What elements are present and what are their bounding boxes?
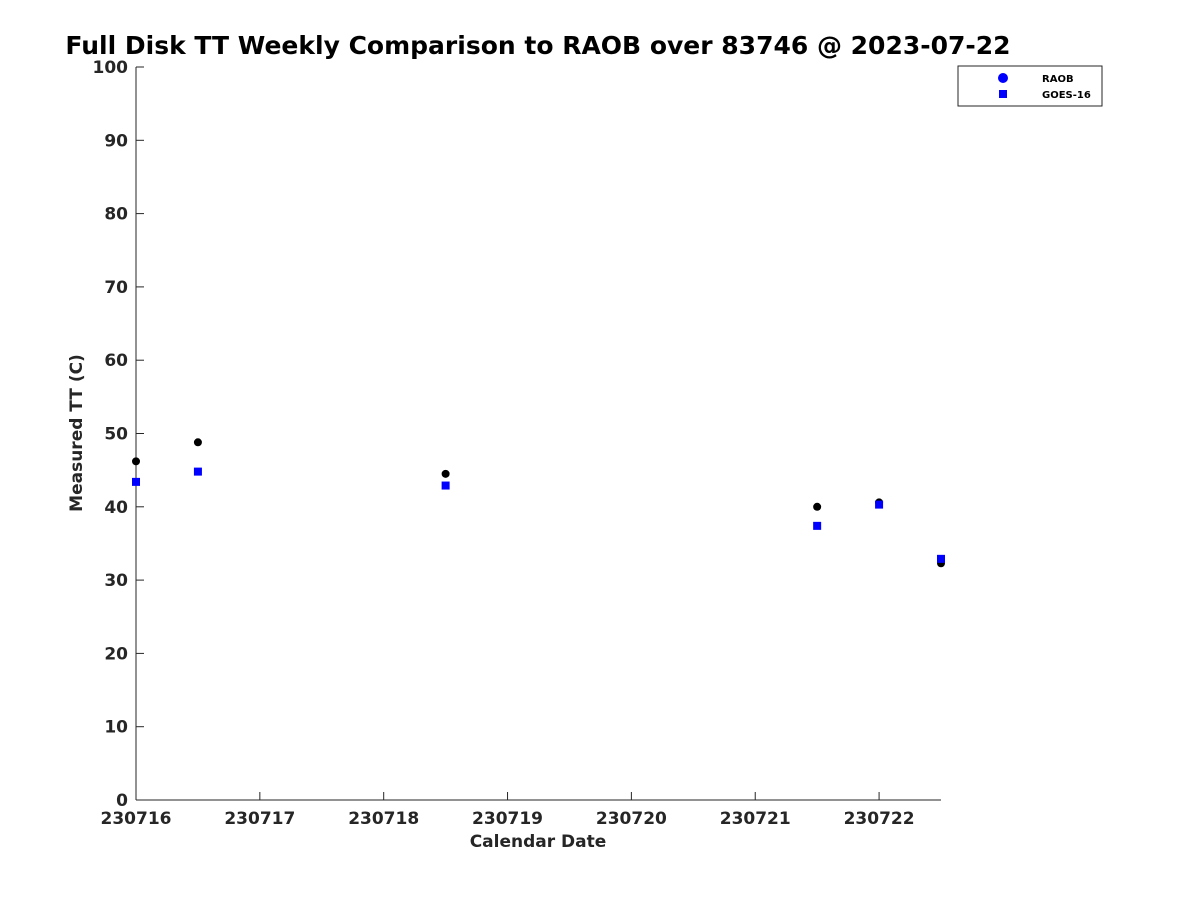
y-tick-label: 80 xyxy=(104,205,128,225)
raob-point xyxy=(193,438,202,447)
legend-marker-goes xyxy=(999,90,1007,98)
raob-point xyxy=(441,469,450,478)
y-tick-label: 70 xyxy=(104,278,128,298)
raob-point xyxy=(813,502,822,511)
goes-point xyxy=(875,500,884,509)
y-tick-label: 60 xyxy=(104,351,128,371)
goes-point xyxy=(937,554,945,563)
x-tick-label: 230720 xyxy=(596,809,667,829)
legend-marker-raob xyxy=(998,73,1008,83)
y-tick-label: 0 xyxy=(116,791,128,811)
y-tick-label: 10 xyxy=(104,718,128,738)
legend-label: GOES-16 xyxy=(1042,90,1091,101)
legend-label: RAOB xyxy=(1042,74,1074,85)
legend-box xyxy=(957,65,1103,107)
data-points xyxy=(132,438,945,568)
x-tick-label: 230721 xyxy=(720,809,791,829)
raob-point xyxy=(132,457,140,466)
goes-point xyxy=(193,467,202,476)
y-tick-label: 50 xyxy=(104,425,128,445)
chart-title: Full Disk TT Weekly Comparison to RAOB o… xyxy=(65,31,1010,60)
series-raob xyxy=(132,438,945,568)
goes-point xyxy=(441,481,450,490)
x-tick-label: 230719 xyxy=(472,809,543,829)
y-tick-label: 40 xyxy=(104,498,128,518)
axes xyxy=(135,67,941,801)
legend: RAOB GOES-16 xyxy=(957,65,1103,107)
x-axis-ticks: 230716 230717 230718 230719 230720 230721 2307… xyxy=(101,792,915,829)
goes-point xyxy=(132,477,140,486)
goes-point xyxy=(813,521,822,530)
y-tick-label: 30 xyxy=(104,571,128,591)
x-tick-label: 230717 xyxy=(224,809,295,829)
series-goes-16 xyxy=(132,467,945,563)
x-tick-label: 230718 xyxy=(348,809,419,829)
y-tick-label: 90 xyxy=(104,131,128,151)
y-tick-label: 100 xyxy=(93,58,129,78)
y-axis-ticks: 0 10 20 30 40 50 60 70 80 90 100 xyxy=(93,58,144,811)
x-axis-label: Calendar Date xyxy=(470,832,607,852)
x-tick-label: 230716 xyxy=(101,809,172,829)
y-axis-label: Measured TT (C) xyxy=(67,354,87,512)
x-tick-label: 230722 xyxy=(844,809,915,829)
y-tick-label: 20 xyxy=(104,644,128,664)
